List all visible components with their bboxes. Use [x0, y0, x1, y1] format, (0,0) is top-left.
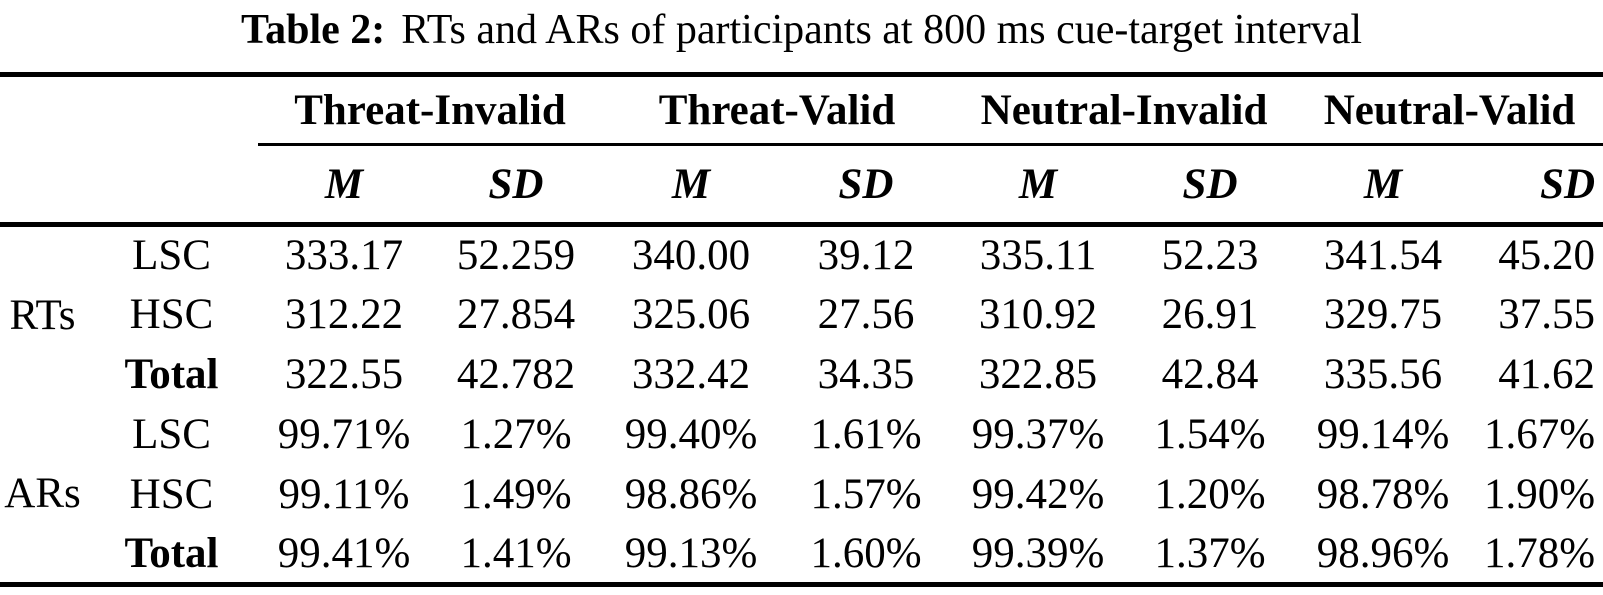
cell-value: 42.84: [1161, 351, 1259, 398]
table-caption: Table 2: RTs and ARs of participants at 8…: [0, 0, 1603, 72]
cell-value: 52.23: [1161, 232, 1259, 280]
table-row-ars-total: Total 99.41% 1.41% 99.13% 1.60% 99.39% 1…: [0, 525, 1603, 585]
cell-value: 39.12: [817, 232, 915, 280]
row-label-total: Total: [124, 529, 219, 577]
cell-value: 333.17: [284, 232, 404, 280]
group-header-row: Threat-Invalid Threat-Valid Neutral-Inva…: [0, 74, 1603, 146]
group-header-neutral-valid: Neutral-Valid: [1296, 74, 1603, 146]
cell-value: 27.854: [456, 291, 576, 338]
row-label-hsc: HSC: [129, 471, 214, 518]
row-label-lsc: LSC: [132, 232, 211, 280]
stat-header-m: M: [1296, 144, 1471, 227]
cell-value: 37.55: [1498, 291, 1596, 338]
cell-value: 27.56: [817, 291, 915, 338]
cell-value: 322.85: [978, 351, 1098, 398]
table-caption-text: RTs and ARs of participants at 800 ms cu…: [401, 7, 1363, 53]
cell-value: 99.40%: [624, 411, 758, 458]
cell-value: 98.96%: [1316, 529, 1450, 577]
row-label-lsc: LSC: [132, 411, 211, 458]
cell-value: 322.55: [284, 351, 404, 398]
cell-value: 310.92: [978, 291, 1098, 338]
cell-value: 1.61%: [810, 411, 922, 458]
cell-value: 99.11%: [278, 471, 410, 518]
stat-header-sd: SD: [1124, 144, 1297, 227]
header-spacer: [0, 75, 258, 145]
cell-value: 1.41%: [460, 529, 572, 577]
cell-value: 312.22: [284, 291, 404, 338]
cell-value: 1.60%: [810, 529, 922, 577]
table-row-ars-lsc: ARs LSC 99.71% 1.27% 99.40% 1.61% 99.37%…: [0, 405, 1603, 517]
cell-value: 45.20: [1498, 232, 1596, 280]
stat-header-m: M: [602, 144, 780, 227]
cell-value: 99.37%: [971, 411, 1105, 458]
row-label-total: Total: [124, 351, 219, 398]
group-header-threat-valid: Threat-Valid: [602, 74, 953, 146]
table-row-rts-lsc: RTs LSC 333.17 52.259 340.00 39.12 335.1…: [0, 225, 1603, 339]
cell-value: 41.62: [1498, 351, 1596, 398]
cell-value: 1.78%: [1483, 529, 1596, 577]
cell-value: 98.86%: [624, 471, 758, 518]
cell-value: 99.39%: [971, 529, 1105, 577]
cell-value: 329.75: [1323, 291, 1443, 338]
cell-value: 1.54%: [1154, 411, 1266, 458]
stat-header-row: M SD M SD M SD M SD: [0, 144, 1603, 227]
cell-value: 341.54: [1323, 232, 1443, 280]
cell-value: 340.00: [631, 232, 751, 280]
stat-header-sd: SD: [780, 144, 953, 227]
cell-value: 1.20%: [1154, 471, 1266, 518]
cell-value: 99.13%: [624, 529, 758, 577]
cell-value: 335.56: [1323, 351, 1443, 398]
cell-value: 99.14%: [1316, 411, 1450, 458]
stat-header-m: M: [952, 144, 1125, 227]
cell-value: 1.67%: [1483, 411, 1596, 458]
table-row-rts-total: Total 322.55 42.782 332.42 34.35 322.85 …: [0, 345, 1603, 405]
row-group-label-ars: ARs: [4, 469, 81, 517]
table-row-ars-hsc: HSC 99.11% 1.49% 98.86% 1.57% 99.42% 1.2…: [0, 465, 1603, 525]
table-row-rts-hsc: HSC 312.22 27.854 325.06 27.56 310.92 26…: [0, 285, 1603, 345]
cell-value: 1.27%: [460, 411, 572, 458]
cell-value: 42.782: [456, 351, 576, 398]
cell-value: 99.42%: [971, 471, 1105, 518]
cell-value: 335.11: [979, 232, 1097, 280]
header-spacer: [0, 144, 258, 227]
cell-value: 325.06: [631, 291, 751, 338]
cell-value: 34.35: [817, 351, 915, 398]
row-label-hsc: HSC: [129, 291, 214, 338]
cell-value: 1.90%: [1483, 471, 1596, 518]
cell-value: 1.49%: [460, 471, 572, 518]
row-group-label-rts: RTs: [9, 292, 76, 340]
cell-value: 99.41%: [277, 529, 411, 577]
stat-header-sd: SD: [430, 144, 602, 227]
cell-value: 98.78%: [1316, 471, 1450, 518]
group-header-threat-invalid: Threat-Invalid: [258, 74, 602, 146]
cell-value: 332.42: [631, 351, 751, 398]
table-caption-number: Table 2:: [240, 7, 386, 53]
cell-value: 1.37%: [1154, 529, 1266, 577]
stat-header-sd: SD: [1470, 144, 1603, 227]
group-header-neutral-invalid: Neutral-Invalid: [952, 74, 1297, 146]
stat-header-m: M: [258, 144, 430, 227]
cell-value: 99.71%: [277, 411, 411, 458]
cell-value: 1.57%: [810, 471, 922, 518]
cell-value: 26.91: [1161, 291, 1259, 338]
cell-value: 52.259: [456, 232, 576, 280]
results-table: Threat-Invalid Threat-Valid Neutral-Inva…: [0, 72, 1603, 587]
